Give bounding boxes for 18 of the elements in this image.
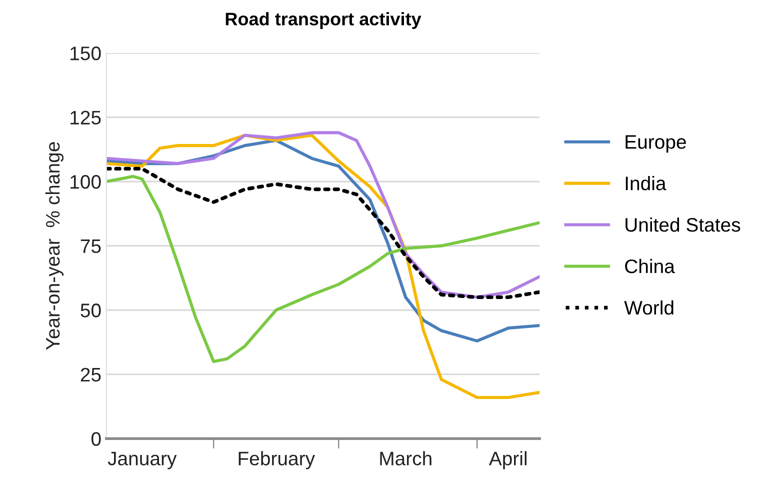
legend-label: World [624,300,674,315]
y-tick-label: 0 [91,432,101,446]
x-tick-label: February [238,451,315,470]
y-tick-label: 75 [80,239,101,254]
x-tick-label: January [108,452,177,470]
legend-label: China [625,258,675,274]
y-tick-label: 150 [70,46,101,60]
y-tick-label: 50 [80,304,101,318]
legend-label: United States [626,217,740,232]
y-axis-title: Year-on-year % change [45,142,64,350]
x-tick-label: April [488,451,526,470]
y-tick-label: 125 [70,110,101,125]
legend-label: India [626,176,666,190]
y-tick-label: 25 [80,368,101,382]
chart-title: Road transport activity [226,12,422,29]
legend-label: Europe [626,135,686,153]
x-tick-label: March [380,451,432,466]
y-tick-label: 100 [70,175,101,189]
